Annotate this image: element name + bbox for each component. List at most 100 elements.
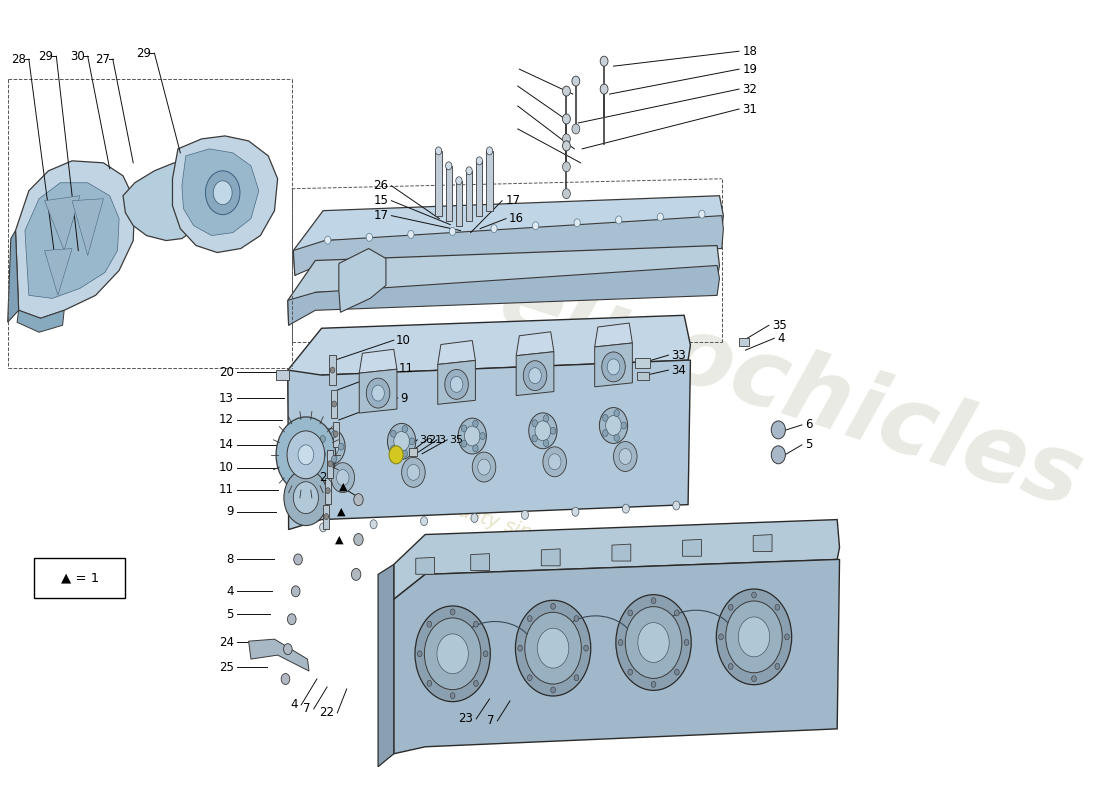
Circle shape — [562, 189, 571, 198]
Text: 3: 3 — [439, 435, 446, 445]
Circle shape — [294, 482, 318, 514]
Circle shape — [538, 628, 569, 668]
Text: 6: 6 — [805, 418, 813, 431]
Circle shape — [600, 407, 628, 443]
Circle shape — [562, 134, 571, 144]
Polygon shape — [173, 136, 277, 253]
Circle shape — [474, 681, 478, 686]
Circle shape — [402, 426, 407, 433]
Text: 5: 5 — [805, 438, 813, 451]
Circle shape — [603, 430, 608, 437]
Circle shape — [444, 370, 469, 399]
Circle shape — [535, 421, 551, 441]
Circle shape — [572, 507, 579, 516]
Text: ▲: ▲ — [339, 482, 346, 492]
Circle shape — [532, 435, 538, 442]
Circle shape — [332, 401, 337, 407]
Circle shape — [331, 430, 337, 438]
Text: 18: 18 — [742, 45, 757, 58]
Text: 26: 26 — [373, 179, 388, 192]
Text: eurochicles: eurochicles — [488, 253, 1093, 528]
Circle shape — [287, 614, 296, 625]
Circle shape — [751, 676, 757, 682]
Text: 36: 36 — [419, 435, 433, 445]
Bar — [409, 448, 417, 456]
Circle shape — [638, 622, 669, 662]
Circle shape — [532, 420, 538, 426]
Bar — [436, 151, 442, 216]
Polygon shape — [378, 565, 394, 766]
Text: 33: 33 — [672, 349, 686, 362]
Bar — [276, 370, 288, 380]
Circle shape — [728, 663, 733, 670]
Text: ▲ = 1: ▲ = 1 — [60, 572, 99, 585]
Circle shape — [473, 445, 478, 452]
Circle shape — [771, 446, 785, 464]
Polygon shape — [45, 196, 80, 250]
Circle shape — [616, 216, 622, 224]
Text: 24: 24 — [219, 636, 233, 649]
Circle shape — [574, 615, 579, 622]
Circle shape — [771, 421, 785, 439]
Polygon shape — [288, 246, 719, 326]
Text: 10: 10 — [219, 462, 233, 474]
Circle shape — [562, 141, 571, 151]
Circle shape — [602, 352, 625, 382]
Circle shape — [623, 504, 629, 513]
Circle shape — [543, 440, 549, 446]
Text: ▲: ▲ — [337, 506, 345, 517]
Text: 32: 32 — [742, 82, 757, 95]
Circle shape — [751, 592, 757, 598]
Circle shape — [366, 234, 373, 242]
Polygon shape — [595, 323, 632, 347]
Circle shape — [331, 455, 337, 462]
Text: 4: 4 — [290, 698, 298, 711]
Polygon shape — [294, 216, 724, 275]
Circle shape — [521, 510, 528, 519]
Bar — [636, 358, 650, 368]
Text: 15: 15 — [373, 194, 388, 207]
Polygon shape — [15, 161, 135, 318]
Text: 30: 30 — [69, 50, 85, 62]
Circle shape — [784, 634, 790, 640]
Circle shape — [673, 501, 680, 510]
Polygon shape — [288, 266, 719, 326]
Circle shape — [614, 434, 619, 442]
Text: 21: 21 — [428, 435, 442, 445]
Bar — [446, 166, 452, 221]
Circle shape — [728, 604, 733, 610]
Circle shape — [387, 423, 416, 459]
Circle shape — [320, 435, 326, 442]
Text: 17: 17 — [505, 194, 520, 207]
Polygon shape — [516, 352, 554, 395]
Circle shape — [409, 438, 415, 445]
Circle shape — [370, 520, 377, 529]
Text: 11: 11 — [398, 362, 414, 374]
Circle shape — [284, 644, 293, 654]
Circle shape — [320, 450, 326, 458]
Circle shape — [427, 681, 431, 686]
Text: 31: 31 — [742, 102, 757, 115]
Circle shape — [614, 442, 637, 471]
Text: a passion for quality since 1985: a passion for quality since 1985 — [308, 453, 609, 566]
Circle shape — [483, 651, 488, 657]
Circle shape — [461, 440, 466, 447]
Circle shape — [326, 488, 330, 494]
Circle shape — [446, 162, 452, 170]
Circle shape — [292, 586, 300, 597]
Circle shape — [407, 464, 420, 480]
Circle shape — [618, 639, 623, 646]
Text: 17: 17 — [373, 209, 388, 222]
Polygon shape — [754, 534, 772, 551]
Circle shape — [516, 600, 591, 696]
Circle shape — [351, 569, 361, 580]
Circle shape — [562, 86, 571, 96]
Circle shape — [549, 454, 561, 470]
Circle shape — [450, 376, 463, 392]
Text: 11: 11 — [219, 483, 233, 496]
Circle shape — [572, 76, 580, 86]
Circle shape — [674, 610, 679, 616]
Circle shape — [486, 147, 493, 155]
Text: 35: 35 — [449, 435, 463, 445]
Polygon shape — [18, 310, 64, 332]
